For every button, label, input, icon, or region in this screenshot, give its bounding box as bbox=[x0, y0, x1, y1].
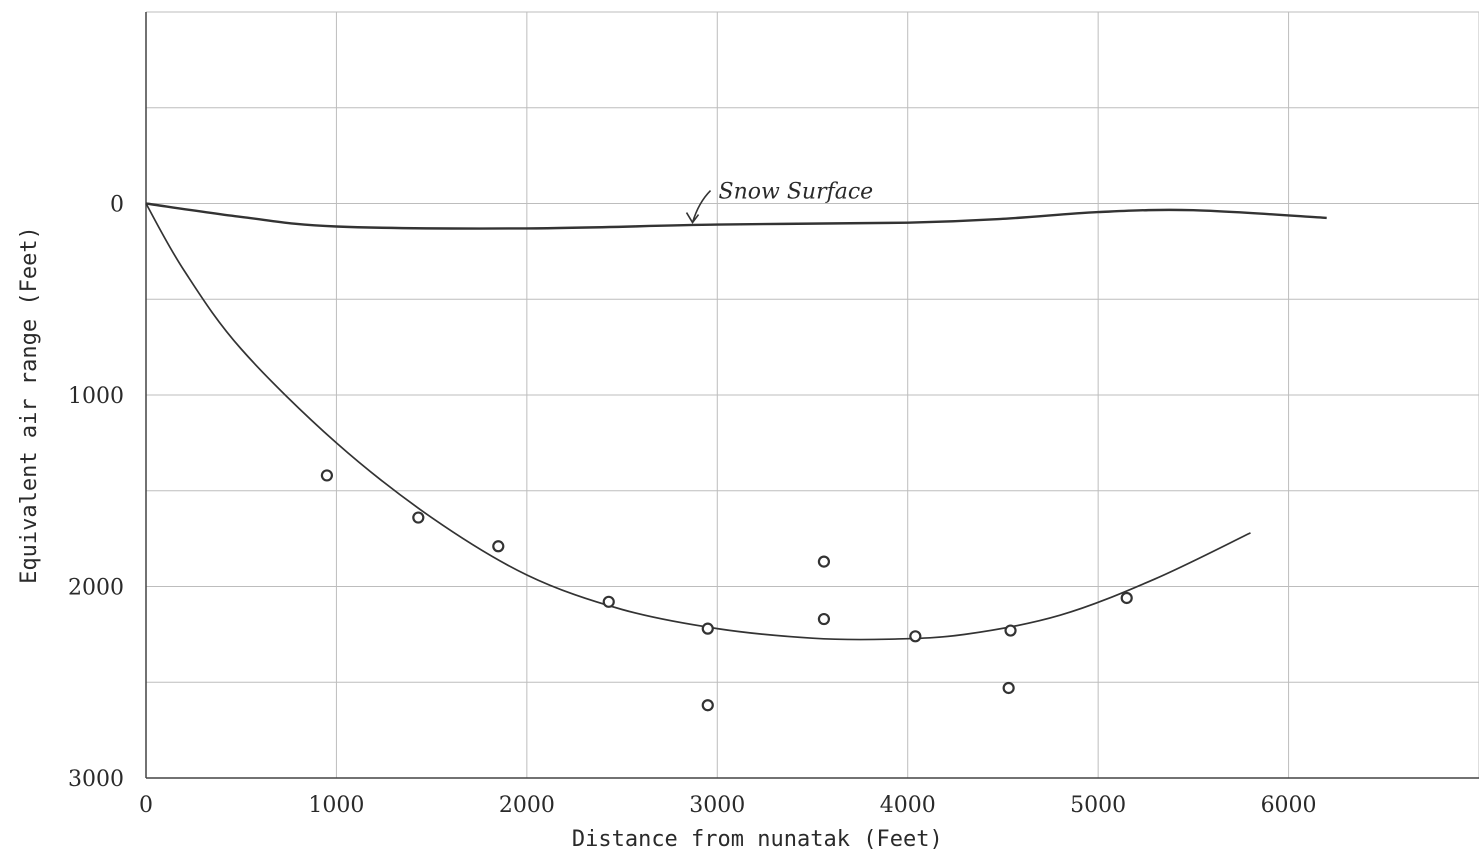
data-point bbox=[701, 622, 714, 635]
data-point bbox=[320, 469, 334, 482]
x-tick-label: 3000 bbox=[689, 793, 745, 818]
y-tick-label: 1000 bbox=[68, 384, 124, 409]
x-axis-title: Distance from nunatak (Feet) bbox=[572, 827, 943, 852]
data-point bbox=[817, 612, 831, 626]
snow-surface-curve bbox=[145, 202, 1327, 230]
data-point bbox=[602, 595, 615, 608]
annotation: Snow Surface bbox=[685, 180, 874, 224]
tick-labels: 0 1000 2000 3000 4000 5000 6000 0 1000 2000 3000 bbox=[68, 193, 1317, 819]
data-points bbox=[320, 469, 1133, 712]
grid bbox=[145, 11, 1479, 779]
y-tick-label: 0 bbox=[110, 193, 124, 218]
y-axis-title: Equivalent air range (Feet) bbox=[17, 226, 42, 584]
data-point bbox=[701, 699, 714, 712]
x-tick-label: 0 bbox=[139, 793, 153, 818]
data-point bbox=[1004, 624, 1017, 637]
x-tick-label: 1000 bbox=[308, 793, 364, 818]
x-tick-label: 5000 bbox=[1070, 793, 1126, 818]
data-point bbox=[909, 630, 922, 643]
y-tick-label: 2000 bbox=[68, 576, 124, 601]
annotation-label: Snow Surface bbox=[719, 180, 874, 205]
y-tick-label: 3000 bbox=[68, 767, 124, 792]
data-point bbox=[1120, 591, 1133, 605]
fitted-curve bbox=[145, 203, 1251, 641]
data-point bbox=[492, 540, 505, 553]
x-tick-label: 6000 bbox=[1261, 793, 1317, 818]
data-point bbox=[412, 511, 425, 524]
data-point bbox=[1002, 681, 1015, 695]
axes bbox=[145, 12, 1479, 779]
x-tick-label: 4000 bbox=[880, 793, 936, 818]
curves bbox=[145, 202, 1327, 641]
annotation-arrow bbox=[685, 189, 712, 224]
data-point bbox=[817, 555, 831, 568]
x-tick-label: 2000 bbox=[499, 793, 555, 818]
